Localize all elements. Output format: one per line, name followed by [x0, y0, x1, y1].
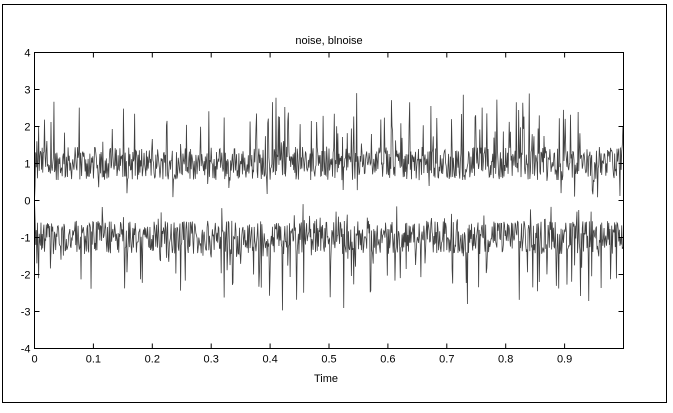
- x-tick-label: 0.5: [321, 354, 336, 366]
- x-tick-label: 0.2: [145, 354, 160, 366]
- x-tick-label: 0.4: [262, 354, 277, 366]
- y-tick-label: 2: [24, 122, 30, 134]
- x-tick-label: 0.3: [204, 354, 219, 366]
- x-tick-label: 0.6: [380, 354, 395, 366]
- series-layer: [34, 93, 624, 311]
- y-tick-label: 0: [24, 196, 30, 208]
- y-tick-label: 4: [24, 48, 30, 60]
- x-tick-label: 0.1: [86, 354, 101, 366]
- chart-title: noise, blnoise: [295, 35, 362, 47]
- y-tick-label: 3: [24, 85, 30, 97]
- series-line-1: [34, 93, 624, 201]
- y-tick-label: -4: [21, 344, 31, 356]
- figure-frame: [2, 4, 667, 403]
- x-tick-label: 0: [31, 354, 37, 366]
- y-tick-label: 1: [24, 159, 30, 171]
- x-tick-label: 0.7: [439, 354, 454, 366]
- y-tick-label: -2: [21, 270, 31, 282]
- x-tick-label: 0.8: [498, 354, 513, 366]
- x-axis-label: Time: [314, 373, 338, 385]
- y-tick-label: -1: [21, 233, 31, 245]
- x-tick-label: 0.9: [557, 354, 572, 366]
- series-line-2: [34, 200, 624, 311]
- tick-layer: 0 0.1 0.2 0.3 0.4 0.5 0.6 0.7 0.8 0.9 4 3 2 1 0 -1 -2 -3 -…: [21, 48, 624, 366]
- y-tick-label: -3: [21, 307, 31, 319]
